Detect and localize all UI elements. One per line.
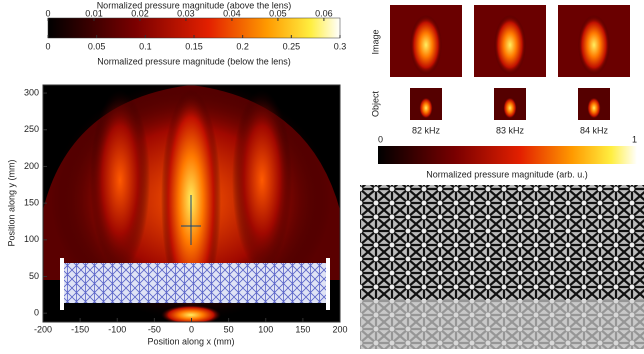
tick-label: 0.05	[88, 41, 106, 51]
figure: Normalized pressure magnitude (above the…	[0, 0, 644, 349]
colorbar-right	[378, 146, 637, 164]
row-label: Image	[370, 29, 380, 54]
x-tick-label: -50	[148, 324, 161, 334]
tick-label: 0.02	[131, 8, 149, 18]
y-axis-label: Position along y (mm)	[6, 159, 16, 246]
tick-label: 0.1	[139, 41, 152, 51]
object-focus	[587, 97, 601, 119]
tick-label: 0.05	[269, 8, 287, 18]
x-tick-label: 100	[258, 324, 273, 334]
tick-label: 0.25	[283, 41, 301, 51]
x-tick-label: -200	[34, 324, 52, 334]
x-tick-label: 200	[332, 324, 347, 334]
tick-label: 0.2	[236, 41, 249, 51]
tick-label: 0.04	[223, 8, 241, 18]
image-focus	[578, 15, 610, 75]
object-focus	[503, 97, 517, 119]
object-focus	[419, 97, 433, 119]
tick-label: 0	[45, 8, 50, 18]
x-tick-label: 0	[189, 324, 194, 334]
tick-label: 0.01	[85, 8, 103, 18]
x-tick-label: 150	[295, 324, 310, 334]
y-tick-label: 0	[34, 308, 39, 318]
frequency-label: 82 kHz	[412, 125, 441, 135]
y-tick-label: 50	[29, 271, 39, 281]
tick-label: 1	[632, 134, 637, 144]
tick-label: 0.3	[334, 41, 347, 51]
x-tick-label: -150	[71, 324, 89, 334]
x-tick-label: -100	[108, 324, 126, 334]
tick-label: 0.03	[177, 8, 195, 18]
x-tick-label: 50	[224, 324, 234, 334]
heatmap	[43, 80, 340, 325]
frequency-label: 84 kHz	[580, 125, 609, 135]
tick-label: 0.06	[315, 8, 333, 18]
image-focus	[410, 15, 442, 75]
frequency-label: 83 kHz	[496, 125, 525, 135]
tick-label: 0	[45, 41, 50, 51]
right-panel: Image Object Normalized pressure magnitu…	[360, 29, 644, 349]
photo-base	[360, 300, 644, 349]
y-tick-label: 300	[24, 87, 39, 97]
y-tick-label: 250	[24, 124, 39, 134]
colorbar-label: Normalized pressure magnitude (below the…	[97, 56, 291, 66]
image-focus	[494, 15, 526, 75]
y-tick-label: 200	[24, 161, 39, 171]
y-tick-label: 100	[24, 234, 39, 244]
y-tick-label: 150	[24, 198, 39, 208]
tick-label: 0	[378, 134, 383, 144]
colorbar-label: Normalized pressure magnitude (arb. u.)	[426, 169, 588, 179]
tick-label: 0.15	[185, 41, 203, 51]
row-label: Object	[370, 90, 380, 117]
x-axis-label: Position along x (mm)	[147, 336, 234, 346]
